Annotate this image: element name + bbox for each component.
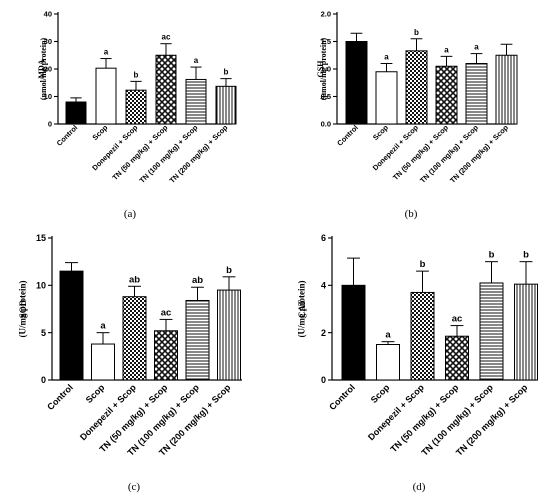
significance-label: b — [523, 250, 529, 261]
bar — [410, 291, 435, 381]
bar — [217, 289, 241, 381]
y-tick-label: 2 — [321, 328, 326, 338]
bar — [215, 85, 237, 125]
significance-label: a — [444, 45, 449, 54]
y-tick-label: 0.5 — [321, 92, 331, 101]
y-tick-label: 40 — [44, 10, 52, 19]
significance-label: ab — [129, 274, 140, 285]
bar — [465, 63, 488, 125]
bar — [91, 343, 115, 381]
significance-label: a — [100, 321, 106, 332]
y-tick-label: 0 — [321, 375, 326, 385]
y-axis-unit: (nmol/mg protein) — [39, 38, 48, 101]
category-label: Scop — [90, 123, 109, 142]
y-tick-label: 15 — [36, 233, 46, 243]
bar — [155, 54, 177, 125]
bar — [479, 282, 504, 381]
panel-label: (c) — [128, 481, 141, 493]
significance-label: a — [104, 48, 109, 57]
bar — [345, 41, 368, 125]
significance-label: a — [384, 53, 389, 62]
significance-label: a — [385, 330, 391, 341]
chart-panel-2: 0 5 10 15 SOD(U/mg protein) Control a Scop ab Don… — [17, 233, 242, 493]
category-label: TN (200 mg/kg) + Scop — [448, 123, 510, 185]
bar — [185, 78, 207, 125]
category-label: Scop — [369, 382, 392, 405]
significance-label: b — [134, 70, 139, 79]
bar — [59, 270, 84, 381]
bar — [125, 89, 147, 125]
y-axis-title: GSH — [316, 60, 325, 78]
chart-panel-1: 0.0 0.5 1.0 1.5 2.0 GSH(µmol/mg protein) Contr… — [316, 10, 518, 220]
chart-panel-0: 0 10 20 30 40 MDA(nmol/mg protein) Control a Sco… — [37, 10, 237, 220]
y-tick-label: 1.0 — [321, 65, 331, 74]
y-tick-label: 6 — [321, 233, 326, 243]
bar — [95, 67, 117, 125]
significance-label: ac — [162, 33, 171, 42]
y-tick-label: 1.5 — [321, 37, 331, 46]
bar — [65, 101, 87, 125]
significance-label: a — [194, 56, 199, 65]
bar — [445, 335, 469, 381]
y-tick-label: 10 — [44, 92, 52, 101]
category-label: Control — [335, 123, 360, 148]
category-label: TN (200 mg/kg) + Scop — [168, 123, 230, 185]
bar — [122, 296, 147, 381]
category-label: Control — [55, 123, 80, 148]
significance-label: b — [224, 68, 229, 77]
category-label: Control — [45, 382, 75, 412]
y-axis-unit: (U/mg protein) — [17, 280, 27, 337]
category-label: TN (50 mg/kg) + Scop — [388, 382, 460, 454]
bar — [435, 65, 458, 125]
bar — [405, 50, 428, 125]
significance-label: b — [226, 265, 232, 276]
panel-label: (b) — [405, 208, 418, 220]
category-label: Control — [327, 382, 357, 412]
y-axis-title: SOD — [18, 299, 28, 318]
y-tick-label: 0.0 — [321, 120, 331, 129]
bar — [514, 283, 538, 381]
panel-label: (d) — [413, 481, 426, 493]
significance-label: ac — [161, 307, 172, 318]
panel-label: (a) — [124, 208, 137, 220]
category-label: TN (200 mg/kg) + Scop — [454, 382, 530, 458]
y-tick-label: 4 — [321, 280, 326, 290]
y-axis-unit: (U/mg protein) — [296, 280, 306, 337]
y-axis-title: MDA — [37, 59, 46, 78]
significance-label: ab — [192, 275, 203, 286]
y-tick-label: 20 — [44, 65, 52, 74]
category-label: TN (50 mg/kg) + Scop — [391, 123, 450, 182]
category-label: TN (100 mg/kg) + Scop — [418, 123, 480, 185]
bar — [375, 71, 398, 125]
significance-label: b — [420, 259, 426, 270]
significance-label: b — [489, 250, 495, 261]
y-tick-label: 10 — [36, 280, 46, 290]
bar — [341, 284, 366, 381]
y-axis-title: CAT — [297, 300, 307, 318]
category-label: TN (100 mg/kg) + Scop — [138, 123, 200, 185]
y-tick-label: 2.0 — [321, 10, 331, 19]
category-label: Scop — [371, 123, 390, 142]
bar — [495, 54, 518, 125]
y-tick-label: 30 — [44, 37, 52, 46]
significance-label: b — [414, 28, 419, 37]
bar — [154, 330, 178, 381]
y-tick-label: 0 — [48, 120, 52, 129]
y-axis-unit: (µmol/mg protein) — [319, 37, 328, 100]
category-label: Scop — [84, 382, 107, 405]
significance-label: ac — [452, 314, 463, 325]
y-tick-label: 0 — [41, 375, 46, 385]
category-label: TN (50 mg/kg) + Scop — [110, 123, 169, 182]
category-label: Donepezil + Scop — [78, 382, 138, 442]
significance-label: a — [474, 43, 479, 52]
y-tick-label: 5 — [41, 328, 46, 338]
bar — [185, 299, 210, 381]
bar — [376, 344, 400, 381]
